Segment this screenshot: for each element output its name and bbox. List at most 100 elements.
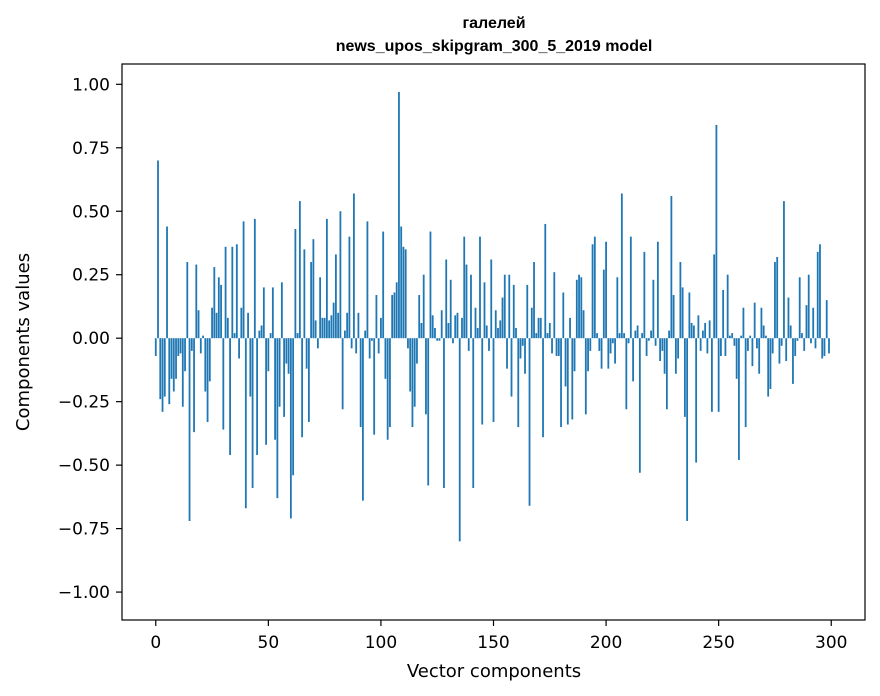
bar-206	[618, 333, 621, 339]
bar-247	[711, 338, 713, 412]
bar-45	[256, 338, 258, 455]
bar-172	[542, 338, 544, 438]
y-tick-label-5: −0.25	[58, 393, 110, 413]
bar-228	[668, 330, 671, 339]
bar-216	[641, 333, 643, 339]
bar-170	[537, 317, 540, 339]
x-tick-label-2: 100	[365, 633, 397, 653]
bar-149	[490, 259, 493, 339]
bar-142	[474, 307, 477, 339]
bar-20	[199, 338, 202, 354]
bar-212	[632, 338, 634, 382]
bar-239	[692, 325, 695, 339]
bar-25	[211, 307, 213, 339]
bar-95	[368, 338, 371, 359]
bar-129	[445, 259, 448, 339]
bar-67	[305, 338, 308, 369]
bar-278	[780, 338, 783, 346]
bar-201	[607, 338, 610, 369]
bar-81	[337, 312, 340, 339]
bar-139	[467, 338, 470, 351]
bar-296	[821, 338, 824, 359]
bar-82	[339, 211, 342, 339]
bar-250	[717, 338, 720, 412]
bar-287	[801, 333, 803, 339]
bar-187	[575, 279, 578, 339]
bar-125	[436, 338, 439, 341]
bar-226	[663, 338, 666, 374]
bar-253	[724, 338, 727, 356]
bar-118	[420, 322, 423, 339]
bar-242	[699, 338, 702, 351]
bar-97	[373, 338, 376, 435]
bar-29	[220, 284, 222, 339]
bar-229	[670, 196, 673, 339]
bar-211	[629, 236, 632, 339]
bar-213	[634, 330, 637, 339]
bar-112	[407, 338, 409, 349]
bar-114	[411, 338, 414, 428]
bar-70	[312, 239, 315, 339]
bar-85	[346, 312, 349, 339]
bar-271	[765, 335, 767, 339]
bar-269	[760, 307, 763, 339]
bar-258	[735, 338, 738, 379]
bar-179	[557, 338, 560, 356]
bar-78	[330, 315, 333, 339]
bar-91	[359, 338, 362, 428]
bar-243	[701, 330, 704, 339]
bar-168	[533, 262, 535, 339]
bar-254	[726, 274, 729, 339]
bar-122	[429, 231, 432, 339]
bar-274	[771, 338, 774, 354]
bar-34	[231, 246, 234, 339]
bar-227	[665, 338, 668, 410]
bar-62	[294, 229, 297, 339]
bar-291	[810, 338, 812, 344]
bar-71	[314, 320, 317, 339]
bar-102	[384, 338, 387, 379]
bar-83	[341, 338, 344, 410]
x-tick-label-4: 200	[590, 633, 622, 653]
bar-154	[501, 297, 504, 339]
bar-13	[184, 338, 186, 372]
bar-43	[251, 338, 254, 488]
bar-4	[163, 338, 166, 397]
bar-132	[452, 338, 454, 344]
bar-52	[271, 287, 274, 339]
bar-218	[645, 338, 648, 356]
bar-259	[738, 338, 740, 461]
y-tick-label-1: 0.75	[72, 139, 110, 159]
bar-265	[751, 338, 754, 367]
bar-108	[398, 91, 400, 339]
bar-15	[188, 338, 191, 521]
bar-174	[546, 333, 549, 339]
chart-title: галелей	[462, 15, 525, 32]
bar-178	[555, 338, 558, 356]
bar-7	[170, 338, 173, 379]
bar-146	[483, 282, 486, 339]
bar-281	[787, 297, 790, 339]
bar-38	[240, 307, 243, 339]
bar-249	[715, 124, 718, 339]
bar-244	[704, 322, 707, 339]
bar-248	[713, 254, 716, 339]
bar-9	[175, 338, 177, 379]
bar-88	[353, 193, 355, 339]
bar-58	[285, 338, 288, 364]
bar-165	[526, 284, 529, 339]
bar-145	[481, 338, 484, 425]
bar-31	[224, 246, 227, 339]
bar-63	[296, 333, 299, 339]
bar-40	[244, 338, 247, 509]
bar-72	[316, 338, 319, 349]
y-tick-label-0: 1.00	[72, 75, 110, 95]
bar-273	[769, 338, 772, 389]
bar-56	[280, 282, 283, 339]
y-tick-label-3: 0.25	[72, 266, 110, 286]
bar-298	[825, 300, 828, 339]
bar-28	[217, 277, 220, 339]
bar-180	[560, 338, 562, 428]
bar-295	[819, 244, 821, 339]
